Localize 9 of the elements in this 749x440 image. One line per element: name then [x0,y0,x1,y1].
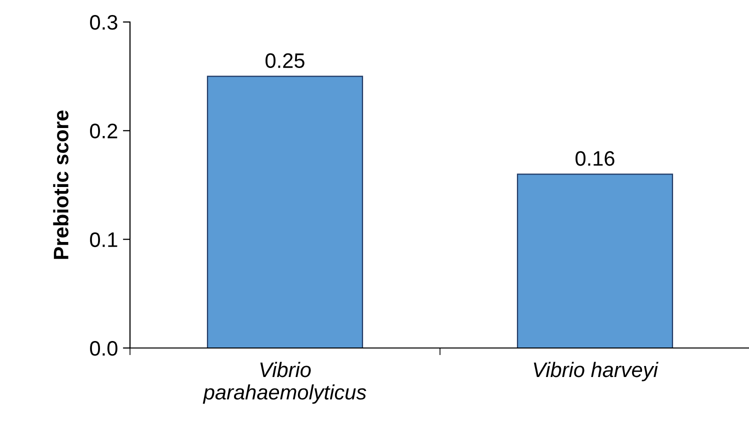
data-label: 0.25 [266,53,304,68]
y-tick-label: 0.3 [90,15,118,30]
data-label: 0.16 [576,151,614,166]
y-tick-label: 0.1 [90,232,118,248]
x-tick-label: Vibrio parahaemolyticus [202,362,366,404]
y-tick-label: 0.2 [90,124,118,138]
y-tick-label: 0.0 [90,341,118,356]
x-tick-label: Vibrio harveyi [534,362,658,382]
y-axis-title: Prebiotic score [53,110,68,259]
